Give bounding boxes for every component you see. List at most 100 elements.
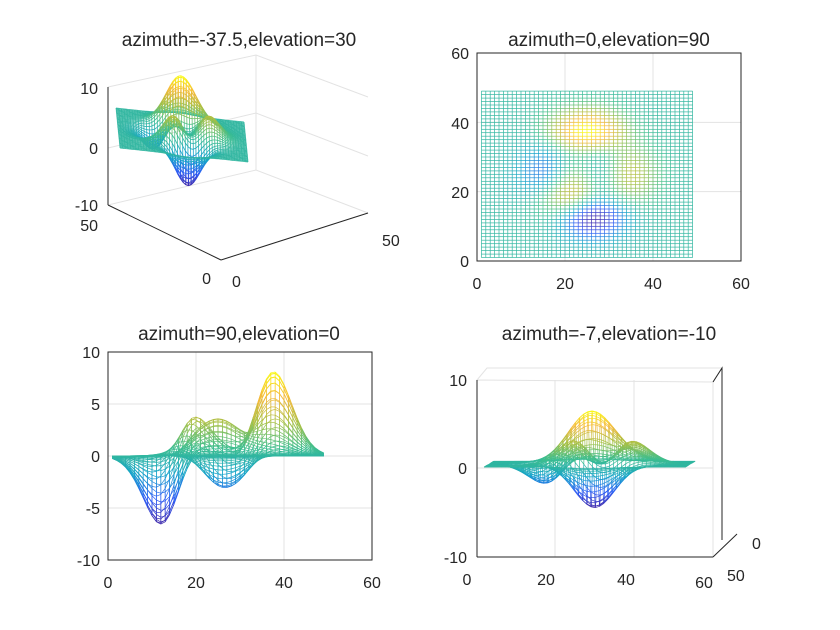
- subplot-1-mesh-segment: [206, 131, 210, 134]
- subplot-1-mesh-segment: [202, 115, 206, 118]
- subplot-1-mesh-segment: [125, 121, 128, 123]
- subplot-1-mesh-segment: [162, 117, 166, 122]
- subplot-1-mesh-segment: [206, 119, 210, 121]
- subplot-1-mesh-segment: [120, 125, 124, 128]
- subplot-1-mesh-segment: [131, 131, 135, 135]
- subplot-1-mesh-segment: [198, 142, 202, 147]
- subplot-1-mesh-segment: [122, 125, 126, 127]
- subplot-1-mesh-segment: [164, 94, 169, 101]
- subplot-1-mesh-segment: [183, 115, 187, 118]
- subplot-1-mesh-segment: [191, 97, 195, 102]
- subplot-1-mesh-segment: [135, 128, 140, 131]
- subplot-1-mesh-segment: [156, 106, 161, 112]
- subplot-1-mesh-segment: [199, 114, 203, 117]
- subplot-1-xtick-50: 50: [382, 233, 400, 250]
- subplot-1-mesh-segment: [185, 104, 189, 107]
- subplot-1-mesh-segment: [117, 125, 121, 127]
- subplot-1-mesh-segment: [167, 90, 171, 96]
- subplot-1-mesh-segment: [162, 100, 166, 106]
- subplot-1-mesh-segment: [120, 126, 124, 128]
- subplot-1-mesh-segment: [209, 147, 213, 150]
- subplot-1-mesh-segment: [148, 116, 152, 119]
- subplot-1-mesh-segment: [209, 139, 213, 142]
- subplot-1-mesh-segment: [164, 100, 169, 106]
- subplot-1-mesh-segment: [125, 122, 129, 124]
- subplot-1-mesh-segment: [173, 154, 177, 156]
- subplot-1-mesh-segment: [228, 127, 232, 129]
- subplot-1-mesh-segment: [159, 121, 164, 125]
- subplot-1-mesh-segment: [228, 128, 232, 130]
- subplot-1-mesh-segment: [181, 114, 185, 117]
- subplot-1-mesh-segment: [200, 127, 204, 131]
- subplot-1-mesh-segment: [214, 149, 218, 152]
- subplot-1-mesh-segment: [123, 128, 127, 131]
- subplot-1-mesh-segment: [143, 115, 147, 118]
- subplot-1-mesh-segment: [143, 133, 148, 137]
- subplot-1-mesh-segment: [125, 128, 129, 131]
- subplot-1-mesh-segment: [190, 107, 195, 111]
- subplot-1-mesh-segment: [151, 128, 155, 131]
- subplot-1-mesh-segment: [197, 108, 201, 112]
- subplot-1-mesh-segment: [182, 103, 186, 106]
- subplot-1-mesh-segment: [133, 122, 137, 125]
- subplot-1-mesh-segment: [194, 93, 198, 99]
- subplot-1-back-top: [107, 54, 369, 98]
- subplot-1-mesh-segment: [161, 111, 165, 113]
- subplot-1-mesh-segment: [203, 125, 207, 128]
- subplot-1-mesh-segment: [164, 113, 169, 118]
- subplot-1-mesh-segment: [198, 137, 202, 141]
- subplot-1-mesh-segment: [125, 129, 129, 132]
- subplot-1-mesh-segment: [167, 102, 171, 108]
- subplot-1-mesh-segment: [148, 113, 152, 116]
- subplot-1-mesh-segment: [202, 113, 206, 117]
- subplot-1-mesh-segment: [117, 127, 121, 130]
- subplot-1-mesh-segment: [143, 117, 147, 120]
- subplot-1-mesh-segment: [133, 126, 137, 129]
- subplot-1-mesh-segment: [186, 99, 190, 103]
- subplot-1-mesh-segment: [161, 95, 166, 101]
- subplot-1-mesh-segment: [120, 124, 123, 126]
- subplot-1-mesh-segment: [172, 77, 176, 82]
- subplot-1-mesh-segment: [226, 128, 230, 130]
- subplot-1-mesh-segment: [130, 124, 134, 127]
- subplot-1-mesh-segment: [194, 106, 198, 110]
- subplot-1-mesh-segment: [189, 117, 193, 120]
- subplot-1-mesh-segment: [183, 107, 187, 110]
- subplot-1-mesh-segment: [223, 123, 226, 126]
- subplot-1-mesh-segment: [130, 130, 135, 133]
- subplot-1-mesh-segment: [178, 156, 182, 159]
- subplot-1-mesh-segment: [159, 100, 163, 106]
- subplot-1-mesh-segment: [206, 127, 210, 130]
- subplot-1-mesh-segment: [209, 150, 213, 154]
- subplot-1-mesh-segment: [123, 130, 127, 132]
- subplot-1-mesh-segment: [180, 75, 184, 78]
- subplot-1-mesh-segment: [191, 111, 195, 114]
- subplot-1-mesh-segment: [202, 110, 206, 115]
- subplot-1-mesh-segment: [203, 147, 208, 152]
- subplot-1-mesh-segment: [189, 110, 193, 113]
- subplot-1-mesh-segment: [184, 127, 188, 130]
- subplot-1-mesh-segment: [128, 131, 132, 134]
- subplot-1-mesh-segment: [211, 142, 215, 145]
- subplot-1-mesh-segment: [151, 114, 155, 118]
- subplot-1-mesh-segment: [194, 112, 198, 115]
- subplot-1-mesh-segment: [192, 138, 196, 141]
- subplot-1-mesh-segment: [170, 85, 174, 91]
- subplot-1-mesh-segment: [133, 125, 137, 128]
- subplot-1-mesh-segment: [196, 104, 201, 109]
- subplot-1-mesh-segment: [226, 126, 229, 128]
- subplot-1-mesh-segment: [180, 81, 184, 83]
- subplot-1-mesh-segment: [206, 136, 210, 139]
- subplot-1-mesh-segment: [217, 120, 221, 123]
- subplot-1-mesh-segment: [186, 84, 190, 89]
- subplot-1-mesh-segment: [178, 113, 182, 116]
- subplot-1-mesh-segment: [220, 123, 224, 125]
- subplot-1-mesh-segment: [202, 108, 206, 114]
- subplot-1-mesh-segment: [138, 122, 142, 125]
- subplot-1-mesh-segment: [167, 86, 171, 92]
- subplot-1-mesh-segment: [154, 121, 158, 125]
- subplot-1-mesh-segment: [175, 77, 179, 80]
- subplot-1-mesh-segment: [131, 131, 135, 134]
- subplot-1-mesh-segment: [143, 115, 147, 117]
